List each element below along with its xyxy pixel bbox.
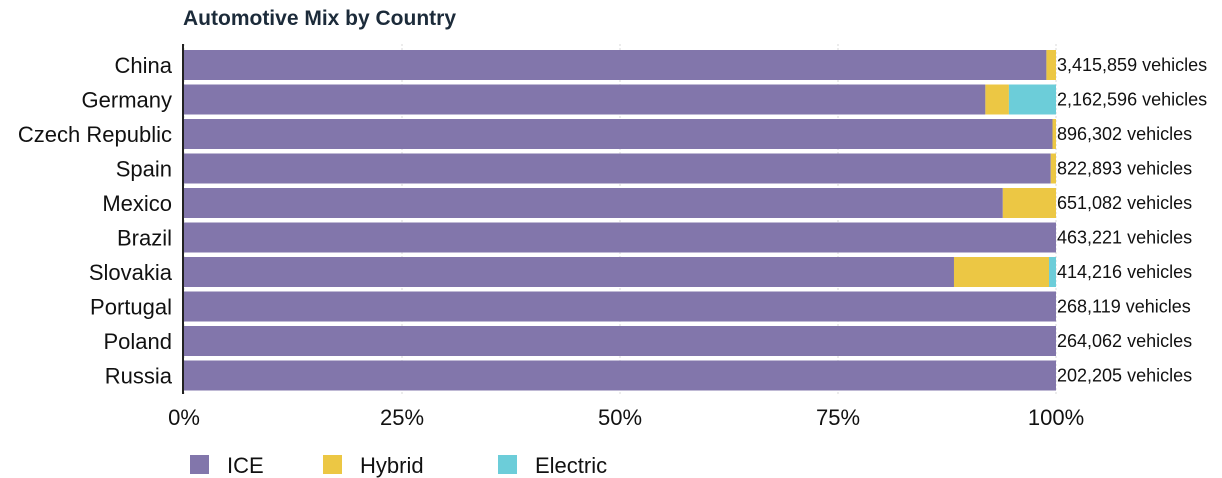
bar-segment-electric (1008, 84, 1056, 115)
bar-segment-ice (184, 153, 1051, 184)
bar-segment-hybrid (1046, 50, 1056, 80)
legend-swatch (190, 455, 209, 474)
bar-segment-hybrid (1002, 188, 1056, 218)
bar-segment-hybrid (985, 84, 1009, 115)
total-label: 202,205 vehicles (1057, 366, 1192, 386)
total-label: 2,162,596 vehicles (1057, 90, 1207, 110)
bar-segment-ice (184, 326, 1056, 356)
category-label: Portugal (90, 295, 172, 320)
total-label: 268,119 vehicles (1057, 297, 1191, 317)
x-tick-label: 75% (816, 405, 860, 430)
total-label: 822,893 vehicles (1057, 159, 1192, 179)
category-labels: China Germany Czech Republic Spain Mexico Bra… (18, 53, 173, 389)
total-labels: 3,415,859 vehicles 2,162,596 vehicles 896,… (1057, 55, 1207, 386)
legend: ICE Hybrid Electric (190, 453, 607, 478)
bar-segment-ice (184, 257, 954, 287)
bar-segment-ice (184, 119, 1053, 149)
legend-swatch (323, 455, 342, 474)
category-label: China (115, 53, 173, 78)
total-label: 896,302 vehicles (1057, 124, 1192, 144)
category-label: Russia (105, 364, 173, 389)
bar-segment-ice (184, 188, 1003, 218)
total-label: 463,221 vehicles (1057, 228, 1192, 248)
total-label: 3,415,859 vehicles (1057, 55, 1207, 75)
category-label: Germany (82, 88, 172, 113)
x-tick-label: 0% (168, 405, 200, 430)
x-tick-labels: 0% 25% 50% 75% 100% (168, 405, 1084, 430)
x-tick-label: 50% (598, 405, 642, 430)
category-label: Brazil (117, 226, 172, 251)
bar-segment-ice (184, 84, 986, 115)
bar-segment-ice (184, 222, 1056, 253)
bar-segment-ice (184, 50, 1047, 80)
bar-segment-electric (1049, 257, 1056, 287)
bar-group (184, 50, 1056, 391)
category-label: Mexico (102, 191, 172, 216)
legend-swatch (498, 455, 517, 474)
bar-segment-ice (184, 291, 1056, 322)
category-label: Slovakia (89, 260, 173, 285)
x-tick-label: 25% (380, 405, 424, 430)
category-label: Spain (116, 157, 172, 182)
total-label: 651,082 vehicles (1057, 193, 1192, 213)
legend-label: Hybrid (360, 453, 424, 478)
bar-segment-hybrid (1050, 153, 1056, 184)
legend-label: ICE (227, 453, 264, 478)
total-label: 264,062 vehicles (1057, 331, 1192, 351)
chart-title: Automotive Mix by Country (183, 7, 457, 30)
legend-label: Electric (535, 453, 607, 478)
bar-segment-hybrid (1052, 119, 1056, 149)
category-label: Czech Republic (18, 122, 172, 147)
bar-segment-ice (184, 360, 1056, 391)
total-label: 414,216 vehicles (1057, 262, 1192, 282)
category-label: Poland (103, 329, 172, 354)
x-tick-label: 100% (1028, 405, 1084, 430)
bar-segment-hybrid (953, 257, 1050, 287)
